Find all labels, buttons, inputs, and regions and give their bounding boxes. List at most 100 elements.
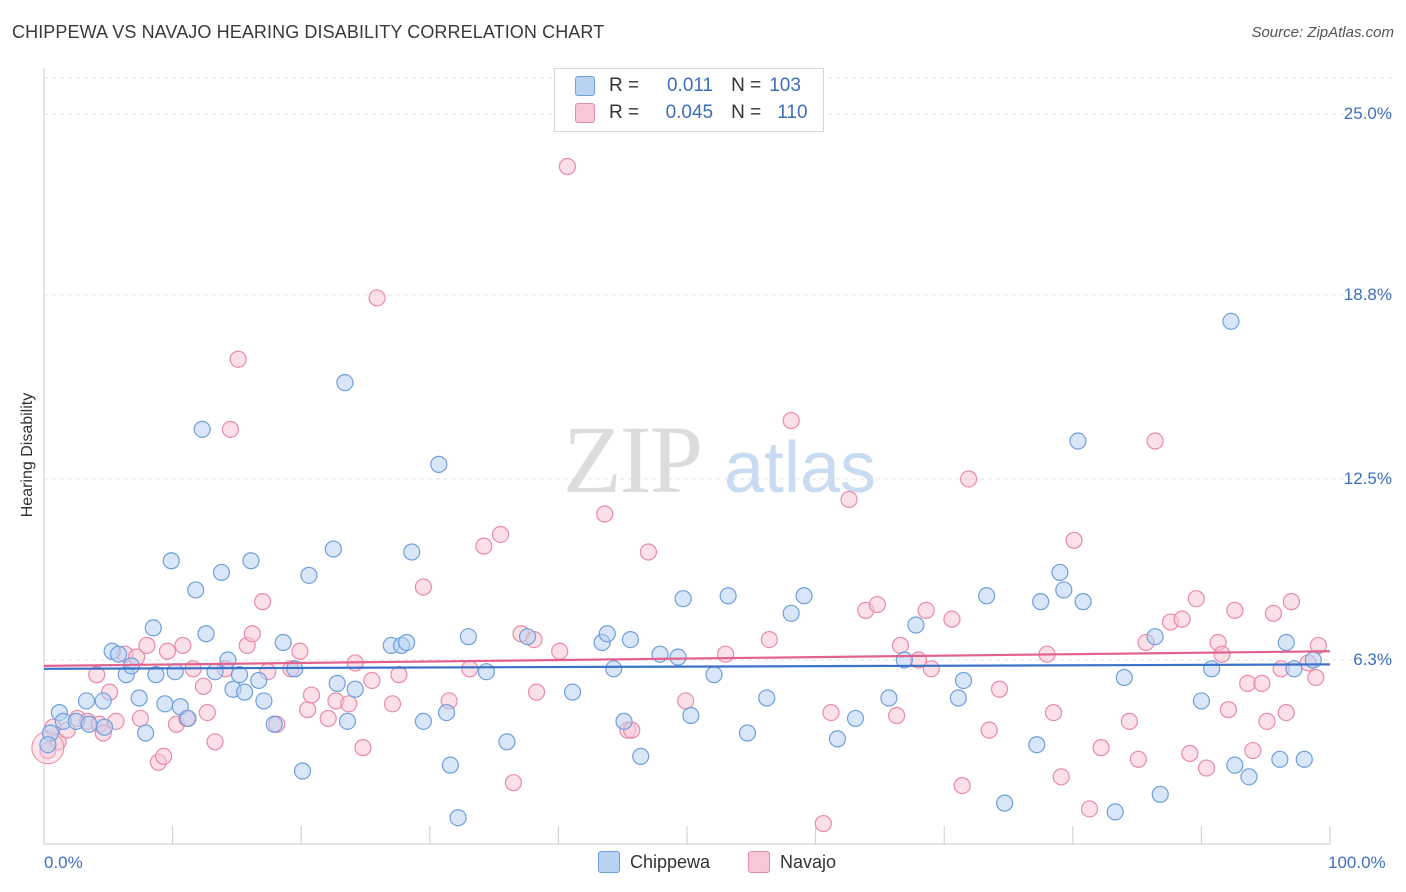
- navajo-point: [504, 774, 522, 792]
- navajo-point: [368, 289, 386, 307]
- chippewa-point: [719, 587, 737, 605]
- navajo-point: [1226, 601, 1244, 619]
- navajo-point: [1080, 800, 1099, 818]
- navajo-point: [198, 703, 216, 722]
- legend-label-navajo: Navajo: [780, 851, 837, 872]
- navajo-point: [221, 420, 240, 438]
- legend-item-navajo[interactable]: Navajo: [748, 851, 836, 873]
- chippewa-point: [758, 689, 776, 707]
- navajo-point: [1052, 768, 1070, 786]
- navajo-point: [390, 666, 408, 684]
- chippewa-point: [430, 455, 448, 473]
- navajo-point: [1307, 668, 1325, 687]
- chippewa-point: [398, 633, 416, 652]
- r-value: 0.011: [666, 75, 714, 96]
- navajo-point: [840, 490, 858, 509]
- chippewa-point: [265, 715, 283, 733]
- chippewa-point: [563, 683, 582, 701]
- legend-swatch-navajo: [748, 851, 770, 873]
- chippewa-point: [1285, 660, 1303, 678]
- chippewa-point: [996, 794, 1014, 812]
- chippewa-point: [328, 674, 346, 692]
- chippewa-point: [94, 692, 112, 710]
- chippewa-point: [324, 540, 342, 558]
- navajo-point: [414, 578, 432, 596]
- chippewa-point: [1074, 593, 1092, 611]
- navajo-point: [1213, 645, 1231, 663]
- chippewa-point: [1304, 651, 1322, 669]
- chippewa-point: [907, 616, 925, 634]
- chippewa-point: [978, 587, 996, 605]
- navajo-point: [551, 642, 569, 660]
- chippewa-point: [144, 619, 162, 637]
- navajo-trend-line: [43, 650, 1331, 667]
- chippewa-point: [605, 660, 623, 678]
- x-tick-label-max: 100.0%: [1328, 853, 1386, 872]
- chippewa-point: [1271, 750, 1289, 768]
- chippewa-point: [80, 715, 98, 733]
- chippewa-point: [156, 695, 174, 713]
- chippewa-point: [1069, 432, 1087, 450]
- chippewa-point: [1240, 768, 1258, 786]
- chippewa-point: [162, 552, 180, 570]
- navajo-point: [980, 721, 998, 739]
- chippewa-point: [130, 689, 148, 707]
- chippewa-trend-line: [43, 663, 1331, 670]
- chippewa-point: [669, 648, 687, 666]
- navajo-point: [1120, 712, 1138, 730]
- chippewa-point: [782, 604, 800, 622]
- chippewa-point: [179, 709, 197, 728]
- chart-source: Source: ZipAtlas.com: [1251, 24, 1394, 41]
- chippewa-point: [193, 420, 211, 438]
- navajo-points: [31, 157, 1328, 833]
- navajo-point: [475, 537, 493, 555]
- chippewa-point: [338, 712, 357, 730]
- navajo-point: [254, 593, 272, 611]
- chippewa-point: [632, 747, 650, 765]
- chippewa-point: [1222, 312, 1240, 330]
- chippewa-point: [1277, 633, 1295, 652]
- chippewa-point: [77, 692, 96, 710]
- stats-row-navajo: R = 0.045 N = 110: [575, 101, 808, 125]
- navajo-point: [1258, 712, 1276, 730]
- stats-row-chippewa: R = 0.011 N = 103: [575, 74, 801, 98]
- navajo-point: [88, 666, 106, 684]
- navajo-point: [527, 683, 546, 701]
- navajo-point: [1264, 604, 1283, 622]
- chippewa-point: [1226, 756, 1244, 774]
- legend-label-chippewa: Chippewa: [630, 851, 711, 872]
- navajo-point: [291, 642, 309, 660]
- chippewa-point: [403, 543, 421, 561]
- y-tick-label: 18.8%: [1343, 285, 1392, 304]
- navajo-point: [943, 610, 961, 628]
- navajo-point: [822, 703, 840, 722]
- chippewa-point: [236, 683, 254, 701]
- legend-item-chippewa[interactable]: Chippewa: [598, 851, 710, 873]
- navajo-point: [917, 601, 935, 619]
- navajo-point: [206, 733, 224, 751]
- chippewa-point: [437, 703, 456, 722]
- navajo-point: [1129, 750, 1147, 768]
- chippewa-point: [449, 809, 467, 827]
- navajo-point: [1181, 744, 1199, 763]
- chippewa-point: [498, 733, 516, 751]
- navajo-point: [154, 747, 173, 765]
- chippewa-point: [147, 666, 165, 684]
- chippewa-point: [828, 730, 847, 748]
- stats-legend: R = 0.011 N = 103 R = 0.045 N = 110: [554, 68, 824, 132]
- chippewa-point: [293, 762, 312, 780]
- navajo-point: [639, 543, 658, 561]
- navajo-point: [1092, 739, 1110, 757]
- navajo-point: [1219, 701, 1238, 719]
- chippewa-point: [477, 663, 495, 681]
- chippewa-point: [255, 692, 273, 710]
- chippewa-point: [166, 663, 184, 681]
- navajo-point: [1197, 759, 1216, 777]
- chart-title: CHIPPEWA VS NAVAJO HEARING DISABILITY CO…: [12, 22, 605, 42]
- chippewa-point: [212, 563, 231, 582]
- navajo-point: [1187, 590, 1205, 608]
- chippewa-point: [206, 663, 224, 681]
- y-tick-label: 12.5%: [1343, 468, 1392, 488]
- chippewa-point: [846, 709, 865, 728]
